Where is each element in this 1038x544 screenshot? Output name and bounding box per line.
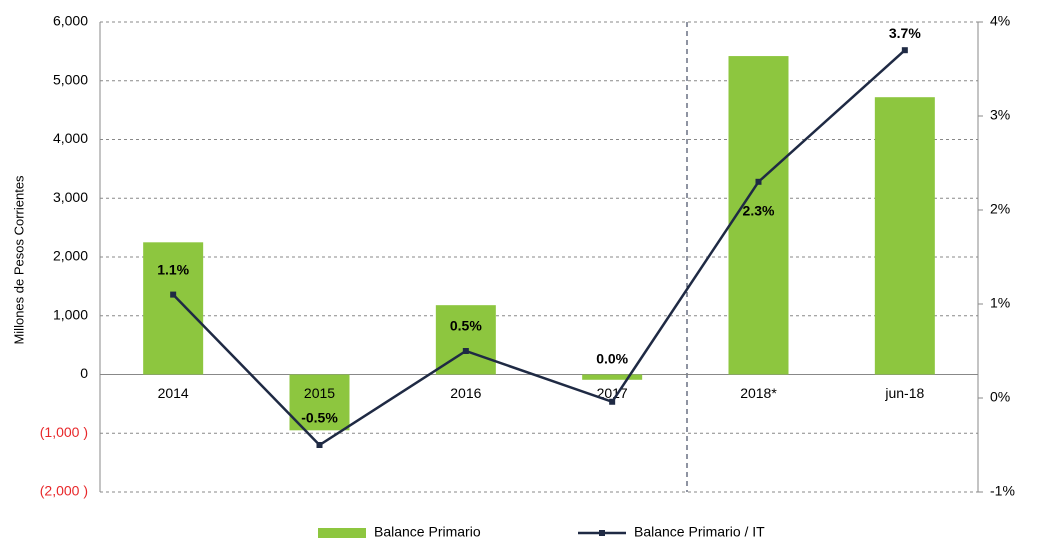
x-tick-label: jun-18 (884, 385, 924, 401)
bar (582, 374, 643, 380)
x-tick-label: 2014 (158, 385, 189, 401)
bar (874, 97, 935, 375)
x-tick-label: 2015 (304, 385, 335, 401)
y-tick-label: 1,000 (53, 306, 88, 322)
y2-tick-label: 0% (990, 389, 1010, 405)
marker (755, 178, 762, 185)
data-label: 0.5% (450, 318, 482, 334)
legend-label: Balance Primario / IT (634, 524, 765, 540)
y2-tick-label: 3% (990, 107, 1010, 123)
bar (143, 242, 204, 375)
data-label: 2.3% (743, 203, 775, 219)
y-tick-label: 3,000 (53, 189, 88, 205)
data-label: 3.7% (889, 25, 921, 41)
y-tick-label: 0 (80, 365, 88, 381)
y2-tick-label: 4% (990, 13, 1010, 29)
bar (728, 56, 789, 375)
legend-label: Balance Primario (374, 524, 481, 540)
y-axis-label: Millones de Pesos Corrientes (11, 175, 26, 345)
marker (170, 291, 177, 298)
marker (901, 47, 908, 54)
line (172, 49, 906, 447)
y-tick-label: (1,000 ) (40, 424, 88, 440)
y2-tick-label: -1% (990, 483, 1015, 499)
data-label: 0.0% (596, 350, 628, 366)
y-tick-label: 2,000 (53, 248, 88, 264)
y2-tick-label: 1% (990, 295, 1010, 311)
y-tick-label: 5,000 (53, 71, 88, 87)
y-tick-label: 6,000 (53, 13, 88, 29)
y-tick-label: 4,000 (53, 130, 88, 146)
y2-tick-label: 2% (990, 201, 1010, 217)
x-tick-label: 2018* (740, 385, 777, 401)
y-tick-label: (2,000 ) (40, 483, 88, 499)
marker (609, 398, 616, 405)
legend-marker (599, 530, 605, 536)
x-tick-label: 2016 (450, 385, 481, 401)
legend-swatch (318, 528, 366, 538)
marker (316, 442, 323, 448)
data-label: 1.1% (157, 261, 189, 277)
bar (289, 374, 350, 431)
data-label: -0.5% (301, 410, 338, 426)
marker (462, 348, 469, 354)
